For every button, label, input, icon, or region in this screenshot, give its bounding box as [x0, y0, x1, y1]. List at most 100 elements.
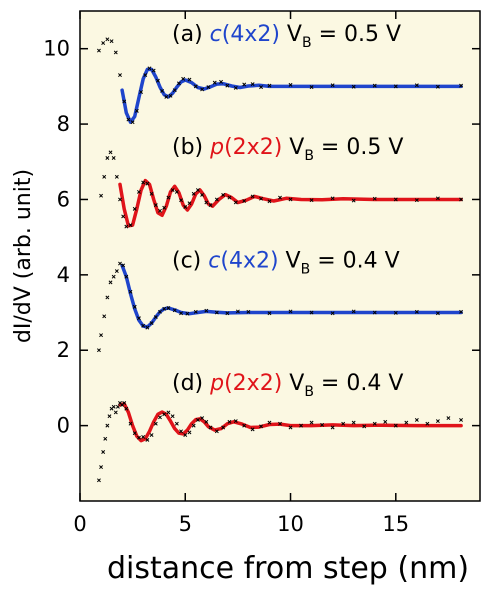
x-axis-title: distance from step (nm) [107, 551, 469, 586]
data-points-b [99, 150, 464, 229]
data-point [435, 196, 440, 201]
data-point [183, 205, 188, 209]
data-point [233, 419, 238, 424]
data-point [130, 120, 135, 125]
y-tick-label: 2 [57, 338, 70, 362]
data-point [233, 200, 238, 205]
data-point [200, 87, 205, 92]
data-point [330, 83, 335, 88]
data-point [174, 421, 179, 426]
data-point [96, 348, 101, 353]
data-point [435, 84, 440, 89]
data-point [149, 191, 154, 196]
data-point [124, 274, 129, 279]
data-point [227, 195, 232, 200]
data-point [122, 401, 127, 405]
data-point [208, 425, 213, 430]
data-point [103, 436, 108, 441]
data-point [102, 174, 107, 179]
y-tick-label: 8 [57, 112, 70, 136]
data-point [114, 174, 119, 179]
data-point [200, 192, 205, 197]
data-point [341, 421, 346, 426]
series-layer [96, 37, 464, 483]
data-point [187, 77, 192, 82]
data-point [309, 310, 314, 315]
data-point [153, 315, 158, 320]
data-point [162, 412, 167, 417]
data-point [102, 314, 107, 319]
y-axis-title: dI/dV (arb. unit) [11, 169, 36, 343]
data-point [459, 309, 464, 314]
data-point [459, 418, 464, 422]
data-point [113, 410, 118, 415]
data-point [393, 310, 398, 315]
data-point [191, 191, 196, 196]
data-point [193, 309, 198, 314]
data-point [414, 418, 419, 422]
data-point [225, 311, 230, 316]
data-point [267, 199, 272, 204]
data-point [250, 194, 255, 199]
data-point [162, 306, 167, 311]
data-point [459, 197, 464, 202]
data-point [111, 156, 116, 160]
data-point [172, 308, 177, 313]
data-point [143, 73, 148, 78]
data-point [351, 309, 356, 314]
data-point [170, 414, 175, 419]
data-point [111, 274, 116, 279]
data-point [115, 404, 120, 409]
ticks-layer: 0 5 10 15 0 2 4 6 8 10 [43, 11, 480, 536]
data-point [132, 206, 137, 211]
data-point [278, 421, 282, 426]
data-point [246, 309, 251, 314]
data-point [446, 416, 451, 421]
data-point [214, 310, 219, 315]
data-point [200, 416, 205, 421]
data-point [149, 321, 154, 326]
data-point [132, 431, 137, 436]
data-point [136, 189, 141, 194]
data-point [267, 311, 272, 316]
data-point [118, 197, 122, 202]
data-point [151, 68, 156, 73]
data-point [99, 465, 104, 470]
data-point [139, 90, 144, 94]
data-point [109, 39, 114, 44]
data-point [330, 425, 335, 430]
data-point [383, 419, 388, 424]
x-tick-label: 15 [382, 512, 409, 536]
data-point [235, 309, 240, 314]
data-point [113, 50, 118, 55]
data-point [242, 423, 247, 428]
data-point [204, 200, 209, 205]
data-point [404, 420, 409, 425]
data-point [158, 415, 162, 420]
fit-line-d [118, 402, 463, 443]
data-points-a [96, 37, 464, 125]
data-point [141, 323, 146, 328]
data-point [435, 419, 440, 424]
data-point [166, 306, 171, 310]
y-tick-label: 0 [57, 414, 70, 438]
data-point [221, 425, 226, 430]
data-point [124, 406, 129, 411]
data-point [105, 156, 110, 160]
data-point [227, 419, 232, 424]
data-point [204, 308, 209, 313]
data-point [214, 429, 219, 434]
data-point [330, 311, 335, 316]
data-point [259, 424, 264, 429]
data-point [118, 73, 122, 78]
data-point [96, 48, 101, 53]
x-tick-label: 0 [73, 512, 86, 536]
data-points-c [96, 261, 464, 353]
data-point [179, 311, 184, 316]
data-point [134, 108, 139, 113]
data-point [108, 150, 113, 155]
data-point [121, 214, 126, 219]
y-tick-label: 10 [43, 37, 70, 61]
panel-label-b: (b) p(2x2) VB = 0.5 V [172, 135, 403, 164]
data-point [219, 79, 224, 84]
